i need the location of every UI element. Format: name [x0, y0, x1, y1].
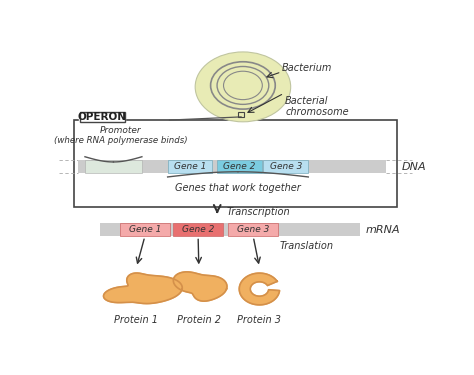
Text: Gene 1: Gene 1	[174, 162, 206, 171]
Text: (where RNA polymerase binds): (where RNA polymerase binds)	[54, 136, 188, 145]
Text: Translation: Translation	[280, 241, 334, 251]
FancyBboxPatch shape	[80, 112, 125, 122]
Bar	[264, 160, 308, 174]
Polygon shape	[80, 113, 125, 121]
Text: Promoter: Promoter	[100, 126, 142, 135]
Text: Transcription: Transcription	[227, 207, 290, 217]
Bar	[78, 160, 386, 174]
Text: Protein 1: Protein 1	[114, 315, 158, 325]
Bar	[85, 160, 142, 174]
Text: OPERON: OPERON	[78, 112, 127, 122]
Text: Bacterial
chromosome: Bacterial chromosome	[285, 96, 349, 117]
Polygon shape	[173, 272, 227, 301]
Bar	[228, 224, 278, 236]
Text: Gene 1: Gene 1	[128, 225, 161, 234]
Text: Protein 3: Protein 3	[237, 315, 282, 325]
Text: Gene 2: Gene 2	[223, 162, 256, 171]
Text: Protein 2: Protein 2	[177, 315, 221, 325]
Polygon shape	[103, 273, 182, 304]
Text: Gene 3: Gene 3	[237, 225, 269, 234]
Bar	[168, 160, 212, 174]
Bar	[173, 224, 223, 236]
Text: Gene 2: Gene 2	[182, 225, 214, 234]
Bar	[217, 160, 262, 174]
Text: Bacterium: Bacterium	[282, 63, 332, 73]
Text: Gene 3: Gene 3	[270, 162, 302, 171]
Text: DNA: DNA	[401, 162, 426, 172]
Polygon shape	[239, 273, 280, 305]
Bar	[74, 120, 397, 207]
Text: mRNA: mRNA	[366, 225, 401, 234]
Bar	[120, 224, 170, 236]
Ellipse shape	[195, 52, 291, 122]
Text: Genes that work together: Genes that work together	[175, 183, 301, 193]
Bar	[100, 224, 360, 236]
Bar	[238, 112, 245, 117]
